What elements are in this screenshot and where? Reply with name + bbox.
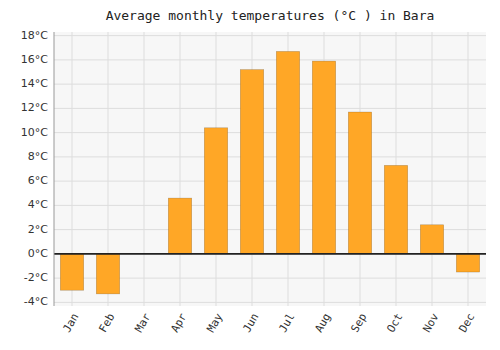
plot-area: [54, 32, 486, 306]
y-grid-line: [54, 35, 486, 36]
y-grid-line: [54, 205, 486, 206]
y-tick-label: 0°C: [28, 247, 48, 260]
y-tick-label: -2°C: [24, 271, 48, 284]
x-tick-labels: Jan Feb Mar Apr May Jun Jul Aug Sep Oct Nov Dec: [60, 311, 477, 335]
x-grid-line: [432, 32, 433, 306]
y-tick-label: 2°C: [28, 223, 48, 236]
y-grid-line: [54, 59, 486, 60]
y-tick-label: 10°C: [21, 126, 48, 139]
x-tick-label: Nov: [420, 311, 441, 335]
y-grid-line: [54, 84, 486, 85]
bar: [60, 254, 83, 290]
y-tick-label: 12°C: [21, 101, 48, 114]
y-tick-label: -4°C: [24, 295, 48, 308]
y-axis-line: [54, 32, 55, 306]
y-grid-line: [54, 253, 486, 254]
y-grid-line: [54, 108, 486, 109]
x-tick-label: Mar: [132, 311, 153, 335]
y-tick-label: 18°C: [21, 29, 48, 42]
x-tick-label: Aug: [312, 311, 333, 335]
x-tick-label: Jul: [276, 311, 297, 335]
bar: [384, 165, 407, 254]
y-grid-line: [54, 132, 486, 133]
x-grid-line: [180, 32, 181, 306]
bar: [312, 61, 335, 254]
x-tick-label: Feb: [96, 311, 117, 335]
bar: [456, 254, 479, 272]
bar: [204, 128, 227, 254]
y-tick-labels: -4°C -2°C 0°C 2°C 4°C 6°C 8°C 10°C 12°C 14°C 16°C 1…: [21, 29, 48, 309]
bar: [96, 254, 119, 294]
bar: [348, 112, 371, 254]
bar: [276, 51, 299, 253]
chart: -4°C -2°C 0°C 2°C 4°C 6°C 8°C 10°C 12°C 14°C 16°C 1…: [0, 0, 500, 350]
grid: [54, 32, 486, 306]
x-tick-label: Dec: [456, 311, 477, 335]
x-tick-label: Apr: [168, 311, 189, 335]
x-grid-line: [144, 32, 145, 306]
y-tick-label: 6°C: [28, 174, 48, 187]
chart-container: -4°C -2°C 0°C 2°C 4°C 6°C 8°C 10°C 12°C 14°C 16°C 1…: [0, 0, 500, 350]
y-tick-label: 14°C: [21, 77, 48, 90]
y-grid-line: [54, 181, 486, 182]
bar: [420, 225, 443, 254]
y-tick-label: 16°C: [21, 53, 48, 66]
bar: [168, 198, 191, 254]
x-tick-label: Sep: [348, 311, 369, 335]
bar: [240, 70, 263, 254]
x-tick-label: Jan: [60, 311, 81, 335]
y-tick-label: 8°C: [28, 150, 48, 163]
y-tick-label: 4°C: [28, 198, 48, 211]
x-tick-label: Jun: [240, 311, 261, 335]
y-grid-line: [54, 156, 486, 157]
y-grid-line: [54, 302, 486, 303]
x-tick-label: May: [204, 311, 225, 335]
x-tick-label: Oct: [384, 311, 405, 335]
baseline: [54, 253, 486, 255]
title: Average monthly temperatures (°C ) in Ba…: [106, 8, 435, 23]
bars: [60, 51, 479, 293]
page: {"chart_data": {"type": "bar", "title": …: [0, 0, 500, 350]
